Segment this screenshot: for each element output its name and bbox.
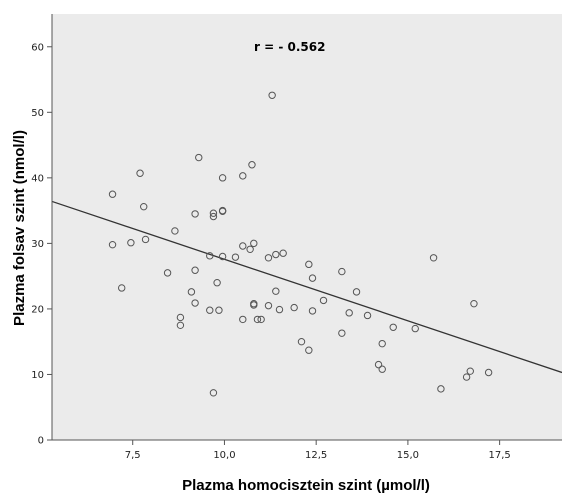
- data-point: [140, 202, 148, 211]
- data-point: [206, 252, 214, 260]
- x-tick-label: 15,0: [397, 450, 419, 461]
- data-point: [264, 301, 273, 310]
- data-point: [272, 287, 280, 295]
- data-point: [176, 321, 185, 330]
- x-tick-label: 17,5: [488, 450, 510, 461]
- data-point: [209, 212, 218, 221]
- data-point: [275, 305, 284, 314]
- data-point: [176, 313, 185, 322]
- data-point: [257, 315, 265, 324]
- data-point: [239, 172, 247, 180]
- data-point: [272, 250, 280, 259]
- x-tick-label: 10,0: [213, 450, 235, 461]
- data-point: [305, 260, 313, 269]
- data-point: [218, 206, 227, 215]
- data-point: [268, 91, 276, 99]
- data-point: [191, 266, 199, 274]
- data-point: [187, 288, 196, 296]
- x-axis-ticks: 7,5 10,0 12,5 15,0 17,5: [125, 440, 511, 461]
- regression-line: [51, 200, 562, 374]
- data-point: [195, 153, 203, 162]
- data-point: [248, 161, 256, 169]
- data-point: [437, 385, 445, 393]
- data-point: [470, 299, 478, 308]
- data-point: [484, 368, 493, 377]
- plot-area: [52, 14, 562, 440]
- correlation-annotation: r = - 0.562: [254, 40, 325, 54]
- x-axis-title: Plazma homocisztein szint (µmol/l): [182, 477, 430, 494]
- data-point: [136, 169, 144, 177]
- data-point: [250, 301, 258, 309]
- data-point: [279, 249, 287, 257]
- data-point: [246, 245, 254, 253]
- y-tick-label: 0: [38, 436, 44, 447]
- data-point: [218, 174, 227, 182]
- data-point: [171, 227, 179, 235]
- data-point: [374, 360, 383, 369]
- data-point: [378, 339, 386, 348]
- data-point: [206, 306, 214, 314]
- data-point: [338, 329, 346, 337]
- data-point: [209, 389, 218, 397]
- data-point: [253, 315, 262, 324]
- data-point: [108, 240, 117, 249]
- data-point: [389, 323, 397, 331]
- data-point: [191, 210, 199, 218]
- data-point: [191, 299, 199, 307]
- data-point: [319, 296, 328, 305]
- y-tick-label: 10: [31, 370, 44, 381]
- data-point: [264, 254, 273, 262]
- x-tick-label: 7,5: [125, 450, 141, 461]
- y-axis-title: Plazma folsav szint (nmol/l): [11, 130, 28, 326]
- y-tick-label: 40: [31, 173, 44, 184]
- y-tick-label: 30: [31, 239, 44, 250]
- data-point: [209, 209, 218, 217]
- data-point: [215, 306, 223, 314]
- data-point: [345, 309, 353, 317]
- data-point: [305, 346, 313, 354]
- data-point: [411, 324, 419, 333]
- data-point: [363, 311, 372, 320]
- y-tick-label: 50: [31, 108, 44, 119]
- data-point: [429, 254, 438, 262]
- data-point: [352, 288, 361, 296]
- data-point: [250, 239, 258, 248]
- data-point: [466, 367, 474, 375]
- data-point: [290, 303, 298, 312]
- data-point: [297, 337, 306, 346]
- data-point: [338, 267, 346, 276]
- data-point: [239, 315, 247, 324]
- data-point: [218, 252, 227, 261]
- data-point: [213, 279, 221, 287]
- data-point: [308, 307, 317, 315]
- y-tick-label: 20: [31, 304, 44, 315]
- data-point: [308, 274, 317, 282]
- y-axis-ticks: 0 10 20 30 40 50 60: [31, 42, 52, 447]
- data-point: [108, 190, 117, 198]
- data-point: [239, 242, 247, 250]
- data-point: [462, 373, 471, 381]
- x-tick-label: 12,5: [305, 450, 327, 461]
- data-point: [378, 365, 386, 373]
- data-point: [163, 269, 172, 277]
- data-point: [231, 253, 240, 261]
- data-point: [118, 284, 126, 292]
- data-point: [141, 235, 150, 244]
- data-point: [127, 239, 135, 247]
- data-points: [108, 91, 493, 397]
- y-tick-label: 60: [31, 42, 44, 53]
